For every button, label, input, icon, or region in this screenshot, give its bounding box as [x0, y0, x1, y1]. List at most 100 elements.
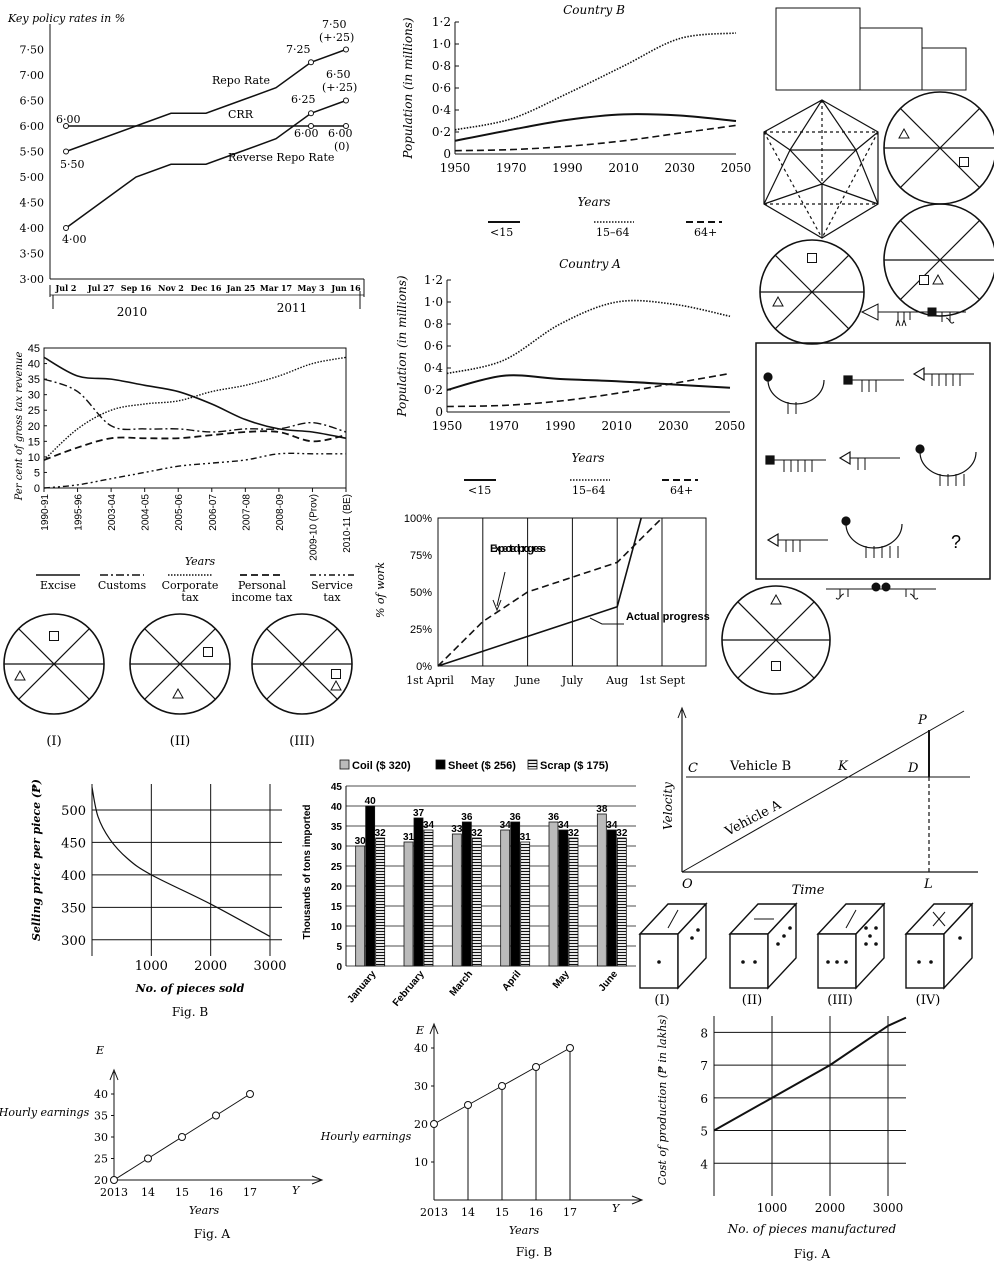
imports-bar-label: 37 — [413, 808, 425, 819]
circle-line — [899, 107, 941, 149]
policy-marker — [308, 59, 314, 66]
country-b-plot: 0 0·2 0·4 0·6 0·8 1·0 1·2 1950 1970 1990 2010 2030 2… — [432, 15, 751, 175]
tax-ytick: 35 — [28, 374, 40, 386]
circle-captions: (I) (II) (III) (I) (II) (III) (IV) — [46, 734, 940, 1008]
imports-bar-label: 32 — [375, 828, 387, 839]
dice-figures — [638, 902, 974, 990]
policy-rates-chart: Key policy rates in % 3·00 3·50 4·00 4·50 5·… — [7, 12, 365, 319]
die-pip — [844, 960, 848, 964]
imports-bar — [471, 837, 482, 967]
sp-ylabel: Selling price per piece (₱) — [30, 779, 43, 941]
wp-ytick: 0% — [416, 661, 432, 673]
die-pip — [753, 960, 757, 964]
wp-xtick: July — [561, 674, 584, 687]
work-progress-chart: 0% 25% 50% 75% 100% 1st April May June July Aug 1s… — [374, 513, 710, 687]
tax-legend-label: Customs — [98, 579, 147, 592]
hb-caption: Fig. B — [516, 1245, 552, 1259]
tax-ytick: 45 — [28, 343, 40, 355]
die-pip — [741, 960, 745, 964]
ha-ytick: 30 — [94, 1131, 108, 1144]
ha-y-arrow — [109, 1068, 119, 1081]
imports-bar-label: 32 — [568, 828, 580, 839]
circle-iii — [251, 613, 353, 715]
vt-vehicle-b: Vehicle B — [729, 759, 791, 774]
die-pip — [958, 936, 962, 940]
matrix-dot — [763, 372, 773, 382]
triangle-symbol — [770, 593, 782, 605]
vt-ylabel: Velocity — [661, 782, 675, 830]
circle-ii — [129, 613, 231, 715]
imports-bar-label: 36 — [461, 812, 473, 823]
cp-ytick: 4 — [700, 1157, 708, 1171]
tax-xtick: 2006-07 — [208, 494, 219, 531]
ann-600-left: 6·00 — [56, 113, 81, 126]
tax-legend-label: tax — [323, 591, 341, 604]
policy-rates-title: Key policy rates in % — [7, 12, 125, 25]
vt-c: C — [688, 761, 698, 776]
country-a-plot: 0 0·2 0·4 0·6 0·8 1·0 1·2 1950 1970 1990 2010 2030 2… — [424, 273, 745, 433]
imports-ytick: 30 — [331, 842, 343, 853]
imports-bar-label: 34 — [423, 820, 435, 831]
policy-xtick: Jun 16 — [330, 283, 361, 293]
square-symbol — [959, 157, 969, 167]
caption-die-iii: (III) — [827, 993, 853, 1008]
country-b-line-2 — [454, 124, 737, 152]
die-top-mark — [667, 909, 679, 929]
cp-ylabel: Cost of production (₱ in lakhs) — [656, 1015, 669, 1186]
die-pip — [782, 934, 786, 938]
imports-ytick: 0 — [336, 962, 342, 973]
wp-actual-line — [437, 517, 642, 667]
tax-ytick: 40 — [28, 359, 40, 371]
sp-xtick: 3000 — [253, 959, 286, 974]
circle-line — [811, 254, 850, 293]
die-i — [638, 902, 708, 990]
tax-ytick: 15 — [28, 436, 40, 448]
legend-b-64: 64+ — [694, 226, 717, 239]
imports-ytick: 35 — [331, 822, 343, 833]
hb-xtick: 2013 — [420, 1206, 448, 1219]
imports-chart: Coil ($ 320) Sheet ($ 256) Scrap ($ 175) 0… — [302, 759, 636, 1009]
policy-year-2011: 2011 — [277, 301, 308, 315]
square-symbol — [919, 275, 929, 285]
imports-ytick: 45 — [331, 782, 343, 793]
policy-rates-plot: 3·00 3·50 4·00 4·50 5·00 5·50 6·00 6·50 7·00 7·50… — [20, 24, 365, 309]
hourly-a-plot: 20 25 30 35 40 2013 14 15 16 17 — [94, 1068, 324, 1199]
bottom-strip-figure — [826, 582, 936, 600]
imports-bar — [375, 837, 386, 967]
die-top-mark — [845, 909, 857, 929]
ha-xtick: 17 — [243, 1186, 257, 1199]
matrix-head — [838, 450, 851, 466]
sp-ytick: 350 — [61, 901, 86, 916]
hb-xlabel: Years — [509, 1224, 540, 1237]
tax-xtick: 2003-04 — [107, 494, 118, 531]
policy-ytick: 6·50 — [20, 95, 45, 108]
hb-point — [430, 1120, 438, 1128]
hb-e: E — [415, 1024, 424, 1037]
cp-ytick: 5 — [700, 1125, 708, 1139]
work-progress-plot: 0% 25% 50% 75% 100% 1st April May June July Aug 1s… — [404, 513, 707, 687]
hb-y: Y — [612, 1202, 621, 1215]
circle-line — [939, 107, 981, 149]
country-b-legend: <15 15–64 64+ — [488, 221, 722, 239]
imports-bar-label: 34 — [500, 820, 512, 831]
matrix-arc — [767, 379, 825, 405]
policy-marker — [63, 123, 69, 129]
cost-production-chart: 4 5 6 7 8 1000 2000 3000 Cost of production (₱ … — [656, 1015, 907, 1261]
ha-xtick: 2013 — [100, 1186, 128, 1199]
caption-circle-ii: (II) — [170, 734, 190, 749]
die-top-mark — [932, 911, 946, 927]
wp-xtick: May — [471, 674, 496, 687]
selling-price-chart: 500 450 400 350 300 1000 2000 3000 Selling pric… — [30, 779, 287, 1019]
ann-400: 4·00 — [62, 233, 87, 246]
hb-ylabel: Hourly earnings — [320, 1130, 412, 1143]
hb-xtick: 17 — [563, 1206, 577, 1219]
ann-plus25-a: (+·25) — [319, 31, 354, 44]
policy-ytick: 5·50 — [20, 146, 45, 159]
sp-ytick: 500 — [61, 804, 86, 819]
die-pip — [788, 926, 792, 930]
cost-plot: 4 5 6 7 8 1000 2000 3000 — [700, 1016, 907, 1215]
legend-b-1564: 15–64 — [596, 226, 630, 239]
wp-expected-arrow — [496, 571, 506, 607]
imports-bar — [616, 837, 627, 967]
matrix-arc — [919, 451, 977, 477]
